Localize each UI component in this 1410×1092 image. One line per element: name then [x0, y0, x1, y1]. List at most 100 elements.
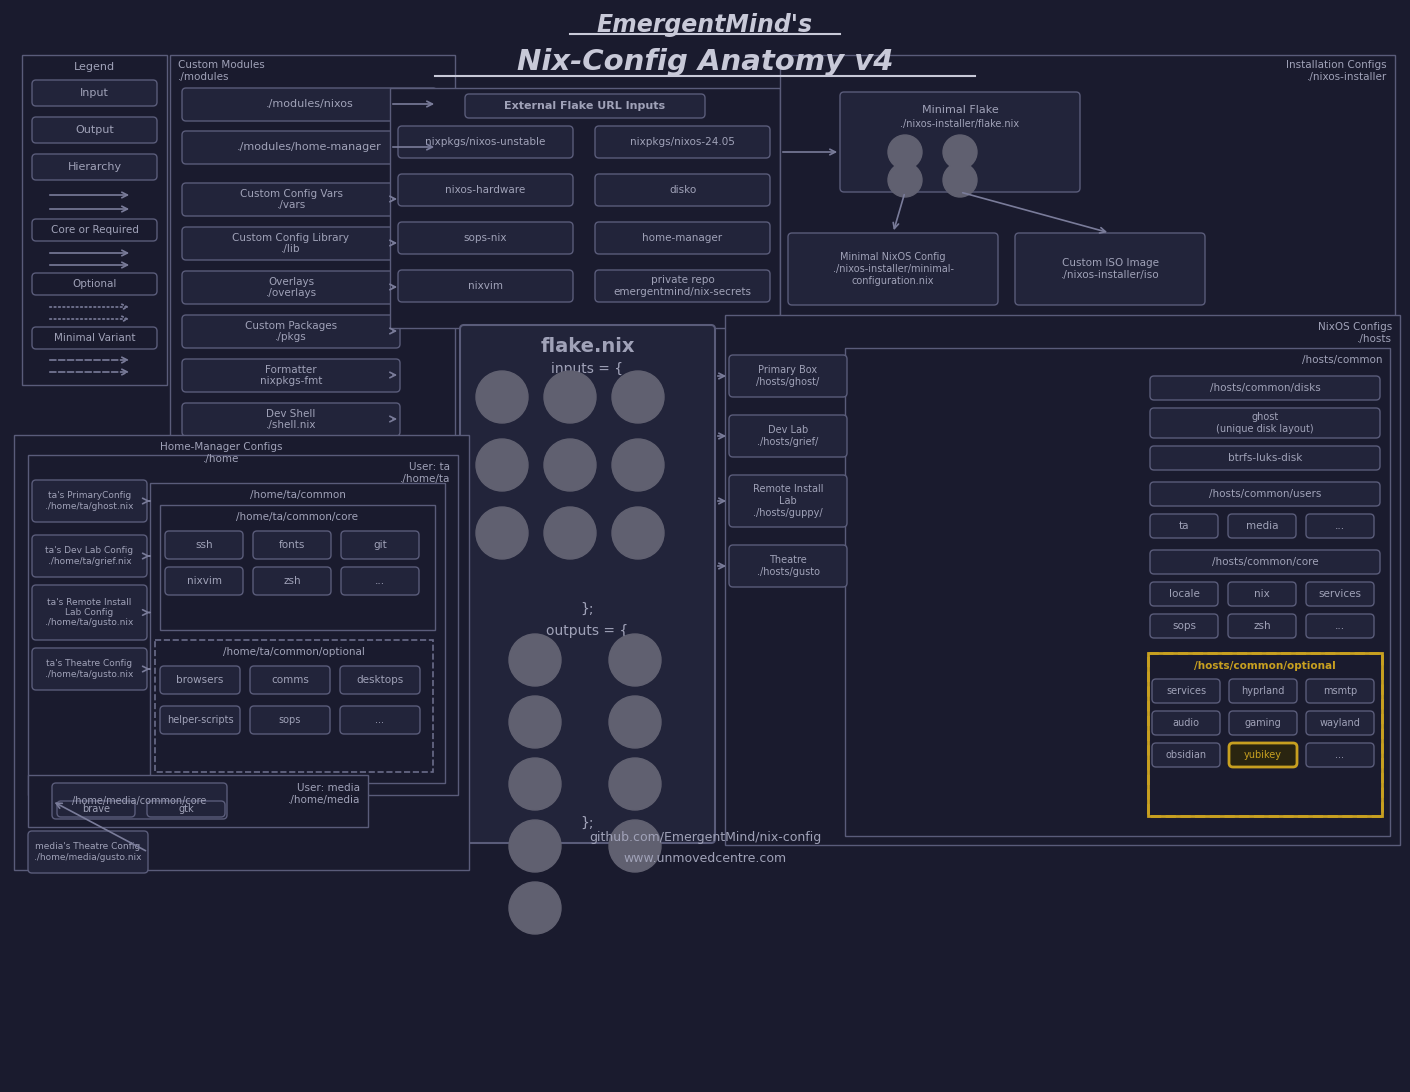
Text: Minimal NixOS Config
./nixos-installer/minimal-
configuration.nix: Minimal NixOS Config ./nixos-installer/m…	[832, 252, 953, 286]
FancyBboxPatch shape	[32, 219, 157, 241]
Text: home-manager: home-manager	[643, 233, 722, 244]
Text: inputs = {: inputs = {	[551, 363, 623, 376]
Circle shape	[509, 696, 561, 748]
Circle shape	[609, 758, 661, 810]
FancyBboxPatch shape	[1151, 376, 1380, 400]
Circle shape	[544, 371, 596, 423]
Bar	[159, 505, 436, 630]
Text: Remote Install
Lab
./hosts/guppy/: Remote Install Lab ./hosts/guppy/	[753, 485, 823, 518]
Text: gaming: gaming	[1245, 719, 1282, 728]
FancyBboxPatch shape	[1306, 711, 1373, 735]
FancyBboxPatch shape	[1306, 614, 1373, 638]
Circle shape	[888, 163, 922, 197]
FancyBboxPatch shape	[729, 545, 847, 587]
Text: obsidian: obsidian	[1166, 750, 1207, 760]
Text: Dev Lab
./hosts/grief/: Dev Lab ./hosts/grief/	[757, 425, 819, 447]
FancyBboxPatch shape	[1151, 482, 1380, 506]
Text: ./home/media: ./home/media	[288, 795, 360, 805]
Text: zsh: zsh	[283, 575, 300, 586]
Text: flake.nix: flake.nix	[540, 337, 634, 356]
Text: Hierarchy: Hierarchy	[68, 162, 121, 173]
Text: yubikey: yubikey	[1244, 750, 1282, 760]
Text: gtk: gtk	[178, 804, 193, 814]
Bar	[155, 640, 433, 772]
FancyBboxPatch shape	[1230, 711, 1297, 735]
Text: User: ta: User: ta	[409, 462, 450, 472]
Bar	[149, 483, 446, 783]
Text: ta's Remote Install
Lab Config
./home/ta/gusto.nix: ta's Remote Install Lab Config ./home/ta…	[45, 597, 134, 628]
FancyBboxPatch shape	[1306, 679, 1373, 703]
Text: Custom Config Library
./lib: Custom Config Library ./lib	[233, 233, 350, 254]
FancyBboxPatch shape	[182, 131, 437, 164]
Bar	[780, 55, 1394, 333]
Text: private repo
emergentmind/nix-secrets: private repo emergentmind/nix-secrets	[613, 275, 752, 297]
Circle shape	[544, 507, 596, 559]
FancyBboxPatch shape	[398, 174, 572, 206]
Text: EmergentMind's: EmergentMind's	[596, 13, 814, 37]
FancyBboxPatch shape	[729, 355, 847, 397]
Text: fonts: fonts	[279, 541, 305, 550]
Text: ./modules/home-manager: ./modules/home-manager	[237, 142, 382, 153]
Text: comms: comms	[271, 675, 309, 685]
FancyBboxPatch shape	[1151, 550, 1380, 574]
Text: ...: ...	[375, 575, 385, 586]
FancyBboxPatch shape	[159, 666, 240, 695]
Text: Installation Configs: Installation Configs	[1286, 60, 1387, 70]
Text: nixos-hardware: nixos-hardware	[446, 185, 526, 195]
Text: ./nixos-installer: ./nixos-installer	[1307, 72, 1387, 82]
Text: NixOS Configs: NixOS Configs	[1318, 322, 1392, 332]
Circle shape	[544, 439, 596, 491]
FancyBboxPatch shape	[32, 273, 157, 295]
FancyBboxPatch shape	[1015, 233, 1206, 305]
FancyBboxPatch shape	[252, 531, 331, 559]
Text: wayland: wayland	[1320, 719, 1361, 728]
Text: outputs = {: outputs = {	[547, 624, 629, 638]
FancyBboxPatch shape	[1151, 582, 1218, 606]
Text: Optional: Optional	[72, 278, 117, 289]
FancyBboxPatch shape	[1306, 743, 1373, 767]
FancyBboxPatch shape	[1151, 446, 1380, 470]
Text: services: services	[1318, 589, 1362, 600]
FancyBboxPatch shape	[32, 117, 157, 143]
Text: Input: Input	[80, 88, 109, 98]
Text: Custom Modules: Custom Modules	[178, 60, 265, 70]
Text: ./home/ta: ./home/ta	[399, 474, 450, 484]
Text: Custom Config Vars
./vars: Custom Config Vars ./vars	[240, 189, 343, 211]
FancyBboxPatch shape	[182, 359, 400, 392]
FancyBboxPatch shape	[28, 831, 148, 873]
FancyBboxPatch shape	[595, 126, 770, 158]
Text: Custom Packages
./pkgs: Custom Packages ./pkgs	[245, 321, 337, 342]
Text: Theatre
./hosts/gusto: Theatre ./hosts/gusto	[757, 555, 819, 577]
FancyBboxPatch shape	[159, 707, 240, 734]
Text: };: };	[581, 816, 594, 830]
Text: External Flake URL Inputs: External Flake URL Inputs	[505, 100, 666, 111]
Text: nixpkgs/nixos-24.05: nixpkgs/nixos-24.05	[630, 136, 735, 147]
FancyBboxPatch shape	[182, 227, 400, 260]
FancyBboxPatch shape	[595, 270, 770, 302]
Circle shape	[612, 507, 664, 559]
Bar	[171, 55, 455, 446]
Text: browsers: browsers	[176, 675, 224, 685]
Text: /home/ta/common: /home/ta/common	[250, 490, 345, 500]
Text: ./modules/nixos: ./modules/nixos	[265, 99, 354, 109]
FancyBboxPatch shape	[182, 314, 400, 348]
Text: sops-nix: sops-nix	[464, 233, 508, 244]
Text: /hosts/common/optional: /hosts/common/optional	[1194, 661, 1335, 670]
Circle shape	[609, 696, 661, 748]
Text: /hosts/common/core: /hosts/common/core	[1211, 557, 1318, 567]
Text: Minimal Flake: Minimal Flake	[922, 105, 998, 115]
FancyBboxPatch shape	[1151, 614, 1218, 638]
FancyBboxPatch shape	[1228, 582, 1296, 606]
FancyBboxPatch shape	[1152, 743, 1220, 767]
Text: nixvim: nixvim	[186, 575, 221, 586]
Text: nixvim: nixvim	[468, 281, 503, 290]
Circle shape	[609, 634, 661, 686]
FancyBboxPatch shape	[1151, 514, 1218, 538]
FancyBboxPatch shape	[595, 222, 770, 254]
Text: ta's Dev Lab Config
./home/ta/grief.nix: ta's Dev Lab Config ./home/ta/grief.nix	[45, 546, 134, 566]
FancyBboxPatch shape	[398, 126, 572, 158]
Text: /home/ta/common/optional: /home/ta/common/optional	[223, 646, 365, 657]
FancyBboxPatch shape	[250, 707, 330, 734]
FancyBboxPatch shape	[1152, 679, 1220, 703]
Text: Output: Output	[75, 124, 114, 135]
